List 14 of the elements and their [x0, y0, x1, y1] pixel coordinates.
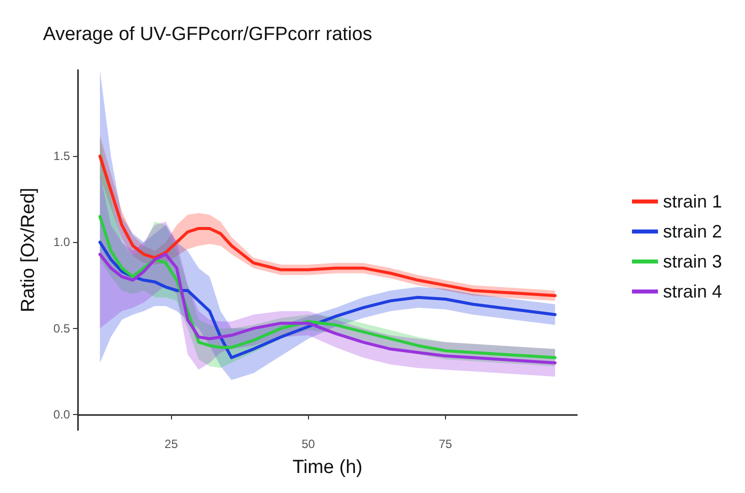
legend-label: strain 4	[662, 282, 722, 302]
x-tick-label: 75	[438, 437, 452, 451]
y-tick-label: 0.5	[53, 321, 70, 336]
y-axis-title: Ratio [Ox/Red]	[18, 188, 39, 312]
y-tick-label: 1.0	[53, 235, 70, 250]
y-tick-label: 1.5	[53, 149, 70, 164]
legend-label: strain 3	[662, 252, 722, 272]
x-tick-label: 25	[164, 437, 178, 451]
legend-label: strain 2	[662, 222, 722, 242]
chart-title: Average of UV-GFPcorr/GFPcorr ratios	[43, 24, 372, 45]
x-tick-label: 50	[302, 437, 316, 451]
legend-label: strain 1	[662, 192, 722, 212]
y-tick-label: 0.0	[53, 408, 70, 422]
x-axis-title: Time (h)	[292, 457, 363, 478]
